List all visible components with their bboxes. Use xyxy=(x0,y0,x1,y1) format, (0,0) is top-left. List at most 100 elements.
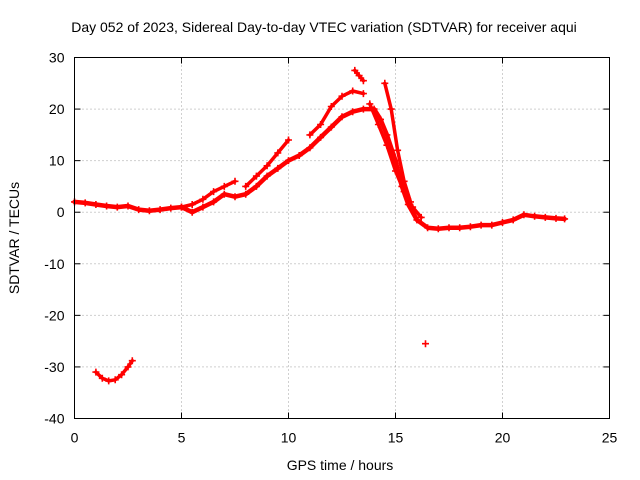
data-point xyxy=(366,100,374,108)
series-upper-branch-3 xyxy=(306,87,367,139)
data-point xyxy=(81,199,89,207)
series-low-arc xyxy=(92,357,136,385)
data-point xyxy=(409,203,417,211)
data-point xyxy=(317,133,325,141)
data-point xyxy=(263,162,271,170)
data-point xyxy=(118,371,126,379)
data-point xyxy=(445,224,453,232)
data-point xyxy=(509,216,517,224)
data-point xyxy=(541,213,549,221)
data-point xyxy=(128,357,136,365)
x-tick-label: 25 xyxy=(602,430,618,446)
y-axis-title: SDTVAR / TECUs xyxy=(6,182,22,294)
data-point xyxy=(306,131,314,139)
y-tick-label: -40 xyxy=(44,411,64,427)
data-point xyxy=(520,211,528,219)
data-point xyxy=(456,224,464,232)
data-point xyxy=(92,201,100,208)
data-point xyxy=(477,221,485,229)
data-point xyxy=(92,368,100,376)
data-point xyxy=(103,202,111,210)
data-point xyxy=(295,152,303,159)
data-point xyxy=(220,182,228,190)
data-point xyxy=(210,198,218,206)
x-tick-label: 0 xyxy=(71,430,79,446)
data-point xyxy=(349,108,357,116)
x-tick-label: 15 xyxy=(388,430,404,446)
data-point xyxy=(400,177,408,185)
y-tick-label: -30 xyxy=(44,359,64,375)
data-point xyxy=(135,206,143,214)
y-tick-label: -20 xyxy=(44,307,64,323)
data-point xyxy=(561,215,569,223)
data-point xyxy=(220,190,228,198)
data-point xyxy=(359,90,367,98)
data-point xyxy=(285,157,292,165)
data-point xyxy=(392,167,399,175)
data-point xyxy=(400,188,408,196)
y-tick-label: 30 xyxy=(49,50,65,66)
data-point xyxy=(199,203,207,211)
data-point xyxy=(351,66,359,74)
data-point xyxy=(306,144,314,152)
data-point xyxy=(381,79,389,87)
data-point xyxy=(374,121,382,128)
data-point xyxy=(317,121,325,128)
data-point xyxy=(466,223,474,231)
data-point xyxy=(327,103,335,110)
series-steep-branch-2 xyxy=(366,100,425,221)
plot-frame xyxy=(74,57,610,419)
data-point xyxy=(105,377,113,385)
data-point xyxy=(387,105,395,113)
data-point xyxy=(552,214,560,222)
data-point xyxy=(188,208,196,216)
data-point xyxy=(156,206,164,214)
data-point xyxy=(355,72,363,80)
data-point xyxy=(359,105,367,113)
x-tick-label: 10 xyxy=(281,430,297,446)
y-tick-label: 10 xyxy=(49,153,65,169)
data-point xyxy=(338,113,346,121)
series-isolated-point xyxy=(422,340,429,348)
data-point xyxy=(285,136,292,144)
data-point xyxy=(383,141,391,149)
data-point xyxy=(338,92,346,100)
chart-title: Day 052 of 2023, Sidereal Day-to-day VTE… xyxy=(71,19,577,35)
data-point xyxy=(124,363,132,371)
data-point xyxy=(531,212,539,220)
data-point xyxy=(434,225,442,233)
data-point xyxy=(417,213,425,221)
data-point xyxy=(252,172,260,180)
series-upper-branch-2 xyxy=(242,136,292,190)
x-axis-title: GPS time / hours xyxy=(287,457,394,473)
plot-area xyxy=(71,66,569,385)
x-tick-label: 20 xyxy=(495,430,511,446)
data-point xyxy=(231,177,239,185)
series-main-trace xyxy=(71,105,569,233)
series-upper-branch-1 xyxy=(178,177,239,211)
data-point xyxy=(274,164,282,172)
data-point xyxy=(231,193,239,201)
data-point xyxy=(113,203,121,211)
data-point xyxy=(499,219,506,226)
axes: 0 5 10 15 20 25 -40 -30 -20 -10 0 10 20 30 xyxy=(44,50,617,446)
data-point xyxy=(188,201,196,208)
data-point xyxy=(413,216,421,224)
y-tick-label: -10 xyxy=(44,256,64,272)
data-point xyxy=(274,149,282,157)
data-point xyxy=(199,195,207,203)
data-point xyxy=(383,131,391,139)
data-point xyxy=(242,182,250,190)
data-point xyxy=(349,87,357,95)
data-point xyxy=(98,374,106,382)
data-point xyxy=(145,207,153,215)
data-point xyxy=(359,77,367,85)
data-point xyxy=(124,202,132,210)
data-point xyxy=(111,376,119,384)
grid xyxy=(74,57,610,419)
series-short-segment xyxy=(351,66,367,85)
data-point xyxy=(210,188,218,196)
data-point xyxy=(422,340,429,348)
data-point xyxy=(242,190,250,198)
